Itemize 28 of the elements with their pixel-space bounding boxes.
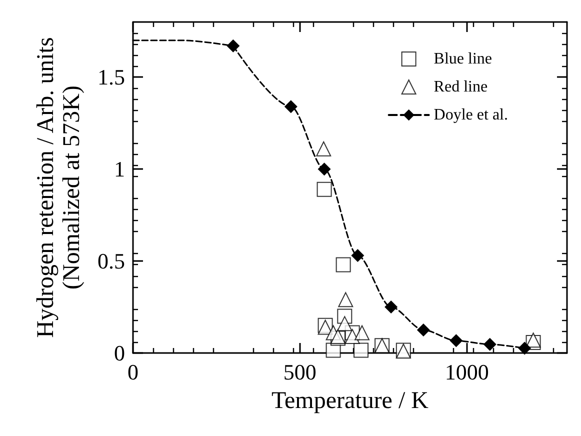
- point: [344, 328, 360, 344]
- legend-label: Red line: [434, 78, 488, 96]
- legend-label: Doyle et al.: [434, 106, 508, 124]
- point: [416, 324, 430, 337]
- point: [354, 342, 369, 358]
- y-tick-label: 1: [114, 156, 125, 182]
- x-axis-title: Temperature / K: [272, 388, 430, 414]
- point: [316, 141, 332, 156]
- y-tick-label: 0: [114, 340, 125, 366]
- point: [336, 257, 351, 272]
- y-tick-label: 0.5: [98, 248, 125, 274]
- y-axis-title: Hydrogen retention / Arb. units (Nomalized at 573K): [33, 37, 85, 338]
- x-tick-label: 500: [283, 360, 316, 384]
- point: [338, 292, 354, 308]
- point: [284, 100, 298, 114]
- point: [226, 39, 240, 52]
- y-tick-label: 1.5: [98, 64, 125, 90]
- point: [518, 342, 532, 355]
- point: [316, 182, 332, 197]
- legend-label: Blue line: [434, 50, 492, 68]
- point: [483, 338, 496, 351]
- point: [384, 300, 398, 314]
- point: [318, 162, 331, 176]
- point: [337, 316, 352, 332]
- point: [354, 325, 370, 340]
- point: [351, 249, 364, 262]
- point: [450, 334, 463, 348]
- x-tick-label: 1000: [444, 360, 489, 384]
